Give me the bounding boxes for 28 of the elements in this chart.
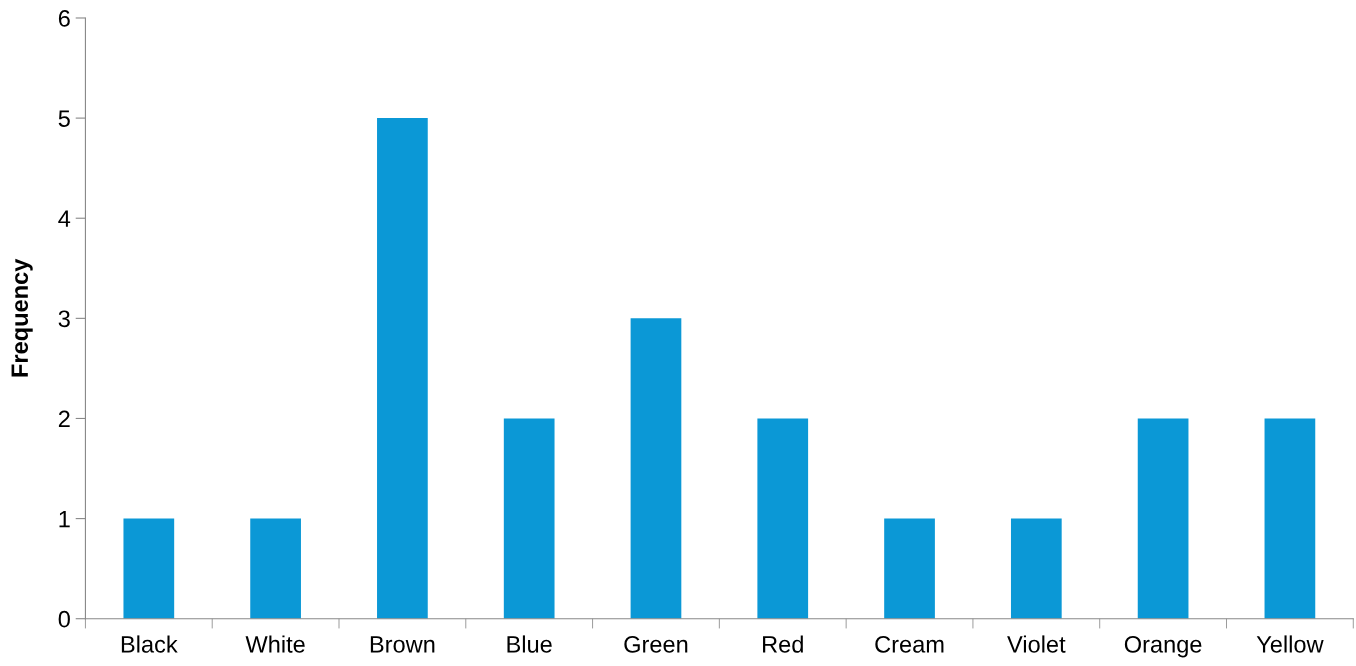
bar xyxy=(250,518,301,619)
x-tick-label: Green xyxy=(624,636,688,653)
x-tick-label: Cream xyxy=(875,636,944,653)
x-tick-label: Blue xyxy=(507,635,552,653)
y-axis-title: Frequency xyxy=(11,258,33,377)
bar xyxy=(884,518,935,619)
bar xyxy=(630,318,682,619)
bar xyxy=(503,418,555,619)
x-tick-label: Yellow xyxy=(1256,635,1324,653)
y-tick-label: 1 xyxy=(59,510,70,528)
bar xyxy=(1264,418,1316,619)
bar xyxy=(377,118,428,619)
y-tick-label: 2 xyxy=(58,410,70,428)
x-tick-label: Brown xyxy=(370,636,435,653)
y-tick-label: 0 xyxy=(58,610,70,628)
bar xyxy=(123,518,175,619)
bar xyxy=(1010,518,1062,619)
y-tick-label: 4 xyxy=(58,210,71,227)
x-tick-label: Orange xyxy=(1124,636,1202,658)
x-tick-label: Red xyxy=(763,635,803,653)
x-tick-label: White xyxy=(245,635,305,653)
bar xyxy=(1137,418,1189,619)
y-tick-label: 3 xyxy=(58,310,70,328)
y-tick-label: 6 xyxy=(58,10,70,27)
bar xyxy=(757,418,809,619)
x-tick-label: Violet xyxy=(1007,635,1066,653)
x-tick-label: Black xyxy=(121,635,178,653)
y-tick-label: 5 xyxy=(58,110,70,127)
